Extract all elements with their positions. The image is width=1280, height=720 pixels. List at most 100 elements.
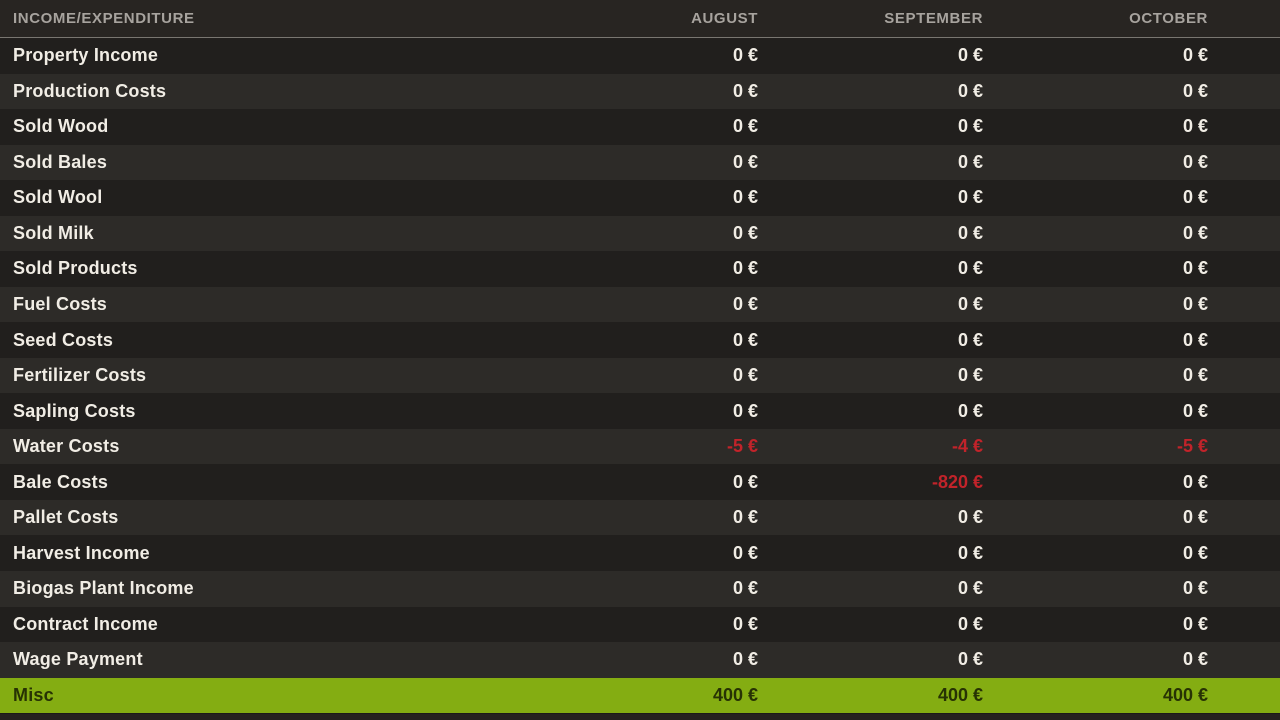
row-value-august: 0 € [732, 258, 758, 279]
row-label: Seed Costs [13, 329, 114, 350]
row-value-september: 0 € [957, 542, 983, 563]
row-value-october: 0 € [1182, 222, 1208, 243]
row-value-october: 400 € [1162, 684, 1208, 705]
row-label: Wage Payment [13, 649, 143, 670]
row-value-october: 0 € [1182, 45, 1208, 66]
row-label: Sapling Costs [13, 400, 136, 421]
row-value-august: 0 € [732, 80, 758, 101]
row-value-august: 400 € [712, 684, 758, 705]
row-value-september: 0 € [957, 258, 983, 279]
row-value-august: 0 € [732, 649, 758, 670]
row-value-october: 0 € [1182, 258, 1208, 279]
row-label: Production Costs [13, 80, 167, 101]
row-value-october: 0 € [1182, 116, 1208, 137]
table-row[interactable]: Misc 400 € 400 € 400 € [0, 677, 1280, 714]
row-label: Harvest Income [13, 542, 150, 563]
row-value-august: 0 € [732, 365, 758, 386]
table-row[interactable]: Sold Wool 0 € 0 € 0 € [0, 180, 1280, 216]
row-value-october: 0 € [1182, 329, 1208, 350]
table-row[interactable]: Seed Costs 0 € 0 € 0 € [0, 322, 1280, 358]
row-value-october: 0 € [1182, 613, 1208, 634]
row-value-september: 0 € [957, 151, 983, 172]
row-value-october: 0 € [1182, 471, 1208, 492]
row-value-september: 0 € [957, 45, 983, 66]
table-row[interactable]: Property Income 0 € 0 € 0 € [0, 38, 1280, 74]
row-value-october: 0 € [1182, 365, 1208, 386]
row-label: Bale Costs [13, 471, 109, 492]
row-value-october: 0 € [1182, 400, 1208, 421]
row-label: Fuel Costs [13, 293, 108, 314]
row-value-september: 0 € [957, 187, 983, 208]
table-row[interactable]: Fertilizer Costs 0 € 0 € 0 € [0, 357, 1280, 394]
row-value-september: 400 € [937, 684, 983, 705]
row-value-september: 0 € [957, 649, 983, 670]
table-row[interactable]: Sapling Costs 0 € 0 € 0 € [0, 393, 1280, 429]
table-row[interactable]: Sold Wood 0 € 0 € 0 € [0, 109, 1280, 145]
table-row[interactable]: Water Costs -5 € -4 € -5 € [0, 428, 1280, 465]
row-value-august: 0 € [732, 222, 758, 243]
row-label: Sold Milk [13, 222, 94, 243]
row-value-august: 0 € [732, 507, 758, 528]
row-value-october: -5 € [1176, 436, 1208, 457]
row-value-august: 0 € [732, 542, 758, 563]
header-income-expenditure: INCOME/EXPENDITURE [13, 10, 195, 27]
row-value-august: 0 € [732, 613, 758, 634]
row-label: Contract Income [13, 613, 159, 634]
row-value-september: 0 € [957, 80, 983, 101]
row-value-september: -4 € [951, 436, 983, 457]
row-label: Water Costs [13, 436, 120, 457]
table-row[interactable]: Harvest Income 0 € 0 € 0 € [0, 535, 1280, 571]
row-value-september: 0 € [957, 365, 983, 386]
row-value-august: 0 € [732, 471, 758, 492]
table-row[interactable]: Pallet Costs 0 € 0 € 0 € [0, 499, 1280, 536]
row-value-october: 0 € [1182, 649, 1208, 670]
table-row[interactable]: Fuel Costs 0 € 0 € 0 € [0, 286, 1280, 323]
row-value-october: 0 € [1182, 578, 1208, 599]
row-label: Sold Wood [13, 116, 109, 137]
row-value-august: -5 € [726, 436, 758, 457]
row-value-september: 0 € [957, 329, 983, 350]
row-value-september: 0 € [957, 116, 983, 137]
row-value-august: 0 € [732, 151, 758, 172]
row-value-august: 0 € [732, 578, 758, 599]
header-september: SEPTEMBER [884, 10, 983, 27]
row-value-september: -820 € [931, 471, 983, 492]
row-value-august: 0 € [732, 45, 758, 66]
row-value-october: 0 € [1182, 80, 1208, 101]
row-value-october: 0 € [1182, 151, 1208, 172]
table-row[interactable]: Sold Bales 0 € 0 € 0 € [0, 144, 1280, 181]
row-label: Misc [13, 684, 54, 705]
bottom-strip [0, 713, 1280, 720]
row-label: Sold Products [13, 258, 138, 279]
row-value-october: 0 € [1182, 293, 1208, 314]
row-value-september: 0 € [957, 578, 983, 599]
table-row[interactable]: Biogas Plant Income 0 € 0 € 0 € [0, 570, 1280, 607]
row-value-september: 0 € [957, 507, 983, 528]
row-value-august: 0 € [732, 116, 758, 137]
row-label: Property Income [13, 45, 159, 66]
row-value-august: 0 € [732, 187, 758, 208]
table-header: INCOME/EXPENDITURE AUGUST SEPTEMBER OCTO… [0, 0, 1280, 38]
table-body: Property Income 0 € 0 € 0 € Production C… [0, 38, 1280, 714]
table-row[interactable]: Sold Milk 0 € 0 € 0 € [0, 215, 1280, 252]
table-row[interactable]: Production Costs 0 € 0 € 0 € [0, 73, 1280, 110]
header-october: OCTOBER [1129, 10, 1208, 27]
row-label: Sold Bales [13, 151, 108, 172]
row-label: Fertilizer Costs [13, 365, 147, 386]
table-row[interactable]: Sold Products 0 € 0 € 0 € [0, 251, 1280, 287]
row-value-september: 0 € [957, 400, 983, 421]
row-value-august: 0 € [732, 400, 758, 421]
row-value-august: 0 € [732, 329, 758, 350]
row-value-october: 0 € [1182, 187, 1208, 208]
row-value-september: 0 € [957, 293, 983, 314]
row-value-october: 0 € [1182, 507, 1208, 528]
table-row[interactable]: Contract Income 0 € 0 € 0 € [0, 606, 1280, 643]
row-value-october: 0 € [1182, 542, 1208, 563]
table-row[interactable]: Wage Payment 0 € 0 € 0 € [0, 642, 1280, 678]
table-row[interactable]: Bale Costs 0 € -820 € 0 € [0, 464, 1280, 500]
row-label: Sold Wool [13, 187, 103, 208]
row-value-september: 0 € [957, 613, 983, 634]
row-value-september: 0 € [957, 222, 983, 243]
row-label: Biogas Plant Income [13, 578, 194, 599]
